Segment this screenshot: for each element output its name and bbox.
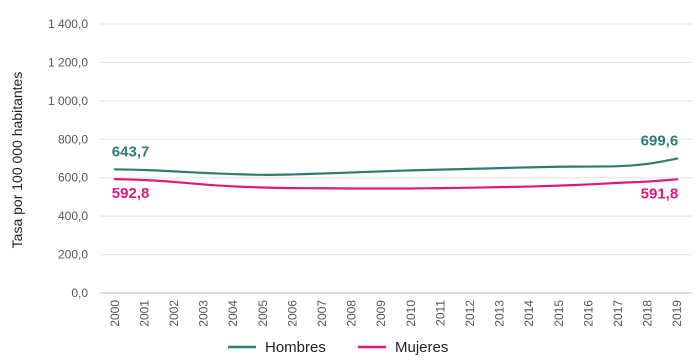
data-point [527,185,531,189]
data-point [586,182,590,186]
data-point [616,164,620,168]
y-tick-label: 1 200,0 [48,55,88,69]
data-point [527,165,531,169]
data-point [290,186,294,190]
x-tick-label: 2016 [581,300,595,327]
data-label-last: 699,6 [641,133,679,150]
data-point [113,167,117,171]
data-point [646,180,650,184]
data-point [261,186,265,190]
data-point [438,186,442,190]
y-axis-ticks: 0,0 200,0 400,0 600,0 800,0 1 000,0 1 200,0 1 4… [48,17,88,300]
legend: Hombres Mujeres [228,339,448,356]
data-point [586,165,590,169]
data-point [675,157,679,161]
x-tick-label: 2019 [670,300,684,327]
x-tick-label: 2010 [404,300,418,327]
data-point [261,173,265,177]
data-point [142,168,146,172]
series-line-hombres [113,157,679,176]
x-tick-label: 2014 [522,300,536,327]
data-point [290,172,294,176]
series-lines [113,157,679,190]
x-tick-label: 2004 [226,300,240,327]
x-tick-label: 2012 [463,300,477,327]
data-point [675,177,679,181]
data-point [498,166,502,170]
data-point [142,178,146,182]
data-point [202,182,206,186]
data-point [557,184,561,188]
data-point [379,186,383,190]
data-point [379,169,383,173]
x-tick-label: 2000 [108,300,122,327]
legend-label: Hombres [265,339,326,356]
y-tick-label: 1 400,0 [48,17,88,31]
x-tick-label: 2007 [315,300,329,327]
x-tick-label: 2003 [197,300,211,327]
data-point [409,168,413,172]
data-point [409,186,413,190]
data-point [320,186,324,190]
data-point [231,172,235,176]
gridlines [100,23,692,294]
x-tick-label: 2009 [374,300,388,327]
series-line-mujeres [113,178,679,190]
x-tick-label: 2002 [167,300,181,327]
data-point [468,167,472,171]
x-tick-label: 2008 [345,300,359,327]
data-point [646,162,650,166]
data-point [172,180,176,184]
data-point [231,184,235,188]
x-tick-label: 2013 [493,300,507,327]
x-tick-label: 2005 [256,300,270,327]
x-tick-label: 2001 [137,300,151,327]
data-point [616,181,620,185]
data-point [438,168,442,172]
legend-label: Mujeres [395,339,448,356]
x-tick-label: 2006 [285,300,299,327]
x-tick-label: 2015 [552,300,566,327]
y-tick-label: 800,0 [58,132,88,146]
y-tick-label: 200,0 [58,248,88,262]
x-tick-label: 2017 [611,300,625,327]
data-point [320,171,324,175]
y-axis-label: Tasa por 100 000 habitantes [9,72,25,249]
data-point [172,169,176,173]
data-label-first: 643,7 [112,143,150,160]
x-tick-label: 2011 [433,300,447,326]
x-axis-ticks: 2000 2001 2002 2003 2004 2005 2006 2007 2008 2009… [108,300,684,327]
data-point [498,185,502,189]
x-tick-label: 2018 [641,300,655,327]
y-tick-label: 600,0 [58,171,88,185]
data-point [468,186,472,190]
y-tick-label: 0,0 [71,286,88,300]
data-point [350,171,354,175]
y-tick-label: 1 000,0 [48,94,88,108]
data-point [557,165,561,169]
data-label-first: 592,8 [112,185,150,202]
data-label-last: 591,8 [641,185,679,202]
y-tick-label: 400,0 [58,209,88,223]
data-point [113,177,117,181]
data-labels: 643,7 699,6 592,8 591,8 [112,133,678,203]
data-point [202,171,206,175]
data-point [350,186,354,190]
